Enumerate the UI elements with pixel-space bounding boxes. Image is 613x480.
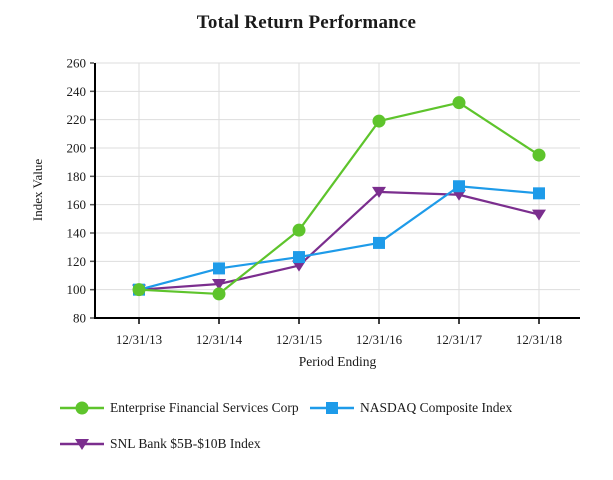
svg-text:120: 120 [67, 254, 87, 269]
x-axis-label: Period Ending [298, 354, 377, 369]
svg-text:200: 200 [67, 141, 87, 156]
legend-row: Enterprise Financial Services Corp NASDA… [60, 390, 512, 426]
svg-text:220: 220 [67, 112, 87, 127]
circle-marker-icon [60, 401, 104, 415]
y-axis-label: Index Value [30, 158, 45, 222]
legend-label: SNL Bank $5B-$10B Index [110, 436, 261, 451]
legend-item-enterprise-financial: Enterprise Financial Services Corp [60, 400, 310, 416]
square-marker-icon [310, 402, 354, 414]
svg-text:12/31/17: 12/31/17 [436, 332, 483, 347]
svg-text:260: 260 [67, 56, 87, 71]
svg-text:240: 240 [67, 84, 87, 99]
svg-text:12/31/18: 12/31/18 [516, 332, 562, 347]
svg-text:140: 140 [67, 226, 87, 241]
svg-text:12/31/15: 12/31/15 [276, 332, 322, 347]
svg-text:12/31/14: 12/31/14 [196, 332, 243, 347]
svg-text:180: 180 [67, 169, 87, 184]
svg-text:160: 160 [67, 197, 87, 212]
svg-text:80: 80 [73, 311, 86, 326]
triangle-down-marker-icon [60, 439, 104, 450]
legend: Enterprise Financial Services Corp NASDA… [60, 390, 512, 462]
legend-item-nasdaq-composite: NASDAQ Composite Index [310, 400, 512, 416]
svg-text:12/31/16: 12/31/16 [356, 332, 403, 347]
chart-title: Total Return Performance [196, 12, 417, 33]
legend-label: NASDAQ Composite Index [360, 400, 513, 415]
svg-text:12/31/13: 12/31/13 [116, 332, 162, 347]
legend-row: SNL Bank $5B-$10B Index [60, 426, 512, 462]
legend-item-snl-bank: SNL Bank $5B-$10B Index [60, 436, 310, 452]
svg-text:100: 100 [67, 282, 87, 297]
legend-label: Enterprise Financial Services Corp [110, 400, 299, 415]
